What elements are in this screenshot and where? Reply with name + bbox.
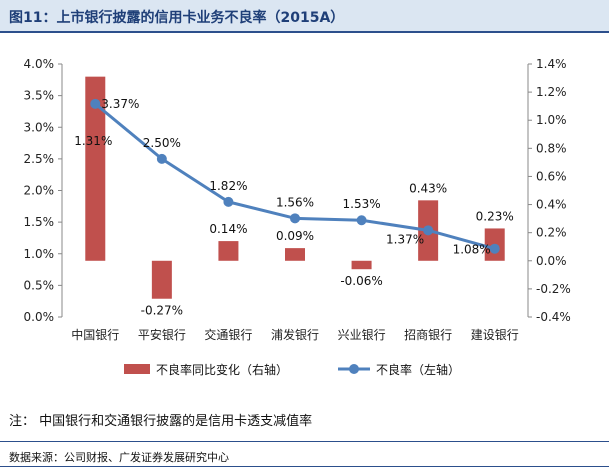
bars-layer <box>85 76 505 299</box>
axes-layer: 0.0% 0.5% 1.0% 1.5% 2.0% 2.5% 3.0% 3.5% 4.0% -0.4… <box>24 57 571 342</box>
line-point <box>356 215 367 226</box>
figure-title: 图11：上市银行披露的信用卡业务不良率（2015A） <box>9 10 345 26</box>
category-label: 招商银行 <box>404 327 452 342</box>
legend-layer: 不良率同比变化（右轴） 不良率（左轴） <box>124 362 460 377</box>
line-value-label: 1.82% <box>209 179 247 193</box>
right-tick-label: -0.2% <box>536 282 571 296</box>
line-point <box>423 225 434 236</box>
line-value-label: 3.37% <box>101 97 139 111</box>
legend-bar-label: 不良率同比变化（右轴） <box>156 362 288 377</box>
legend-line-marker <box>349 364 359 374</box>
divider-line <box>0 441 609 442</box>
legend-line-label: 不良率（左轴） <box>376 362 460 377</box>
left-tick-label: 4.0% <box>24 57 55 71</box>
left-tick-label: 1.0% <box>24 247 55 261</box>
category-label: 交通银行 <box>204 327 252 342</box>
right-tick-label: 0.8% <box>536 141 567 155</box>
category-label: 兴业银行 <box>338 328 386 342</box>
right-tick-label: 1.2% <box>536 85 567 99</box>
line-point <box>223 196 234 207</box>
category-label: 中国银行 <box>71 327 119 342</box>
bar-value-label: 0.09% <box>276 229 314 243</box>
left-tick-label: 3.5% <box>24 89 55 103</box>
line-value-label: 1.37% <box>386 232 424 246</box>
footnote: 注： 中国银行和交通银行披露的是信用卡透支减值率 <box>9 414 313 429</box>
bar-value-label: -0.06% <box>340 274 382 288</box>
right-tick-label: 0.4% <box>536 198 567 212</box>
left-tick-label: 2.0% <box>24 184 55 198</box>
bar <box>218 241 239 261</box>
line-point <box>489 243 500 254</box>
right-tick-label: 0.0% <box>536 254 567 268</box>
chart: 0.0% 0.5% 1.0% 1.5% 2.0% 2.5% 3.0% 3.5% 4.0% -0.4… <box>24 57 571 377</box>
bar-value-label: -0.27% <box>141 304 183 318</box>
left-tick-label: 2.5% <box>24 152 55 166</box>
left-tick-label: 0.5% <box>24 278 55 292</box>
right-tick-label: 1.0% <box>536 113 567 127</box>
bar-value-label: 0.23% <box>476 209 514 223</box>
bar <box>151 260 172 299</box>
line-layer <box>90 98 500 254</box>
line-point <box>156 153 167 164</box>
line-value-label: 1.56% <box>276 195 314 209</box>
line-value-label: 2.50% <box>143 136 181 150</box>
line-value-label: 1.53% <box>343 197 381 211</box>
bar <box>285 248 305 261</box>
category-label: 平安银行 <box>138 327 186 342</box>
title-bar: 图11：上市银行披露的信用卡业务不良率（2015A） <box>0 0 609 33</box>
bar-value-label: 0.14% <box>209 222 247 236</box>
bottom-divider-line <box>0 466 609 467</box>
right-tick-label: 0.6% <box>536 169 567 183</box>
bar <box>351 260 372 270</box>
category-label: 浦发银行 <box>271 327 319 342</box>
left-tick-label: 1.5% <box>24 215 55 229</box>
bar-value-label: 1.31% <box>74 134 112 148</box>
left-tick-label: 3.0% <box>24 120 55 134</box>
right-tick-label: 1.4% <box>536 57 567 71</box>
line-value-label: 1.08% <box>453 243 491 257</box>
labels-layer: 1.31% -0.27% 0.14% 0.09% -0.06% 0.43% 0.23% 3.3… <box>74 97 514 318</box>
category-label: 建设银行 <box>471 328 519 342</box>
legend-bar-swatch <box>124 364 150 374</box>
bar-value-label: 0.43% <box>409 181 447 195</box>
right-tick-label: -0.4% <box>536 310 571 324</box>
line-point <box>90 98 101 109</box>
data-source: 数据来源：公司财报、广发证券发展研究中心 <box>9 451 229 464</box>
line-point <box>290 213 300 224</box>
right-tick-label: 0.2% <box>536 226 567 240</box>
bar <box>85 76 106 261</box>
left-tick-label: 0.0% <box>24 310 55 324</box>
